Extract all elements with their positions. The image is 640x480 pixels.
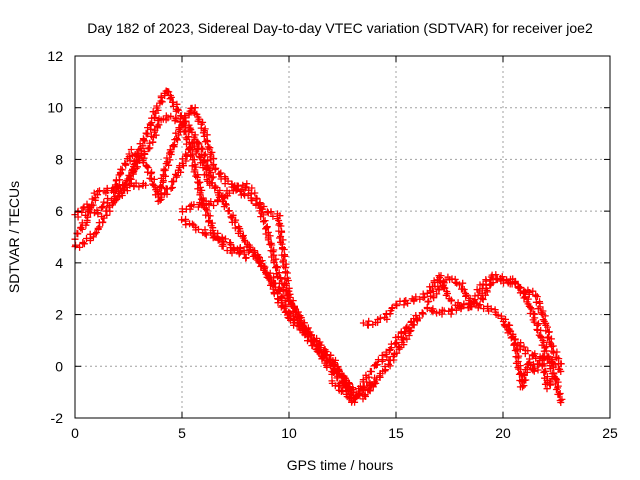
data-markers: [178, 180, 421, 403]
x-tick-label: 15: [388, 425, 404, 441]
x-tick-label: 5: [178, 425, 186, 441]
series-track-11: [503, 321, 559, 393]
series-track-7: [178, 215, 250, 262]
data-markers: [71, 112, 357, 396]
x-tick-label: 20: [495, 425, 511, 441]
data-points: [71, 87, 566, 406]
x-tick-label: 25: [602, 425, 618, 441]
series-track-10: [424, 273, 565, 368]
y-tick-label: 4: [55, 255, 63, 271]
chart-title: Day 182 of 2023, Sidereal Day-to-day VTE…: [87, 20, 593, 36]
data-markers: [178, 215, 250, 262]
plot-frame: [74, 55, 611, 419]
data-markers: [503, 321, 559, 393]
data-markers: [328, 299, 565, 406]
y-tick-label: 10: [47, 100, 63, 116]
y-tick-label: 12: [47, 48, 63, 64]
x-tick-label: 10: [281, 425, 297, 441]
y-tick-label: -2: [51, 410, 64, 426]
series-track-5: [154, 139, 214, 205]
y-tick-label: 2: [55, 307, 63, 323]
x-axis-label: GPS time / hours: [287, 457, 394, 473]
x-tick-label: 0: [71, 425, 79, 441]
series-track-6: [178, 180, 421, 403]
series-track-2: [71, 112, 357, 396]
data-markers: [154, 139, 214, 205]
y-tick-label: 8: [55, 151, 63, 167]
y-tick-label: 6: [55, 203, 63, 219]
y-tick-label: 0: [55, 358, 63, 374]
y-axis-label: SDTVAR / TECUs: [6, 181, 22, 293]
series-track-8: [328, 299, 565, 406]
data-markers: [424, 273, 565, 368]
axis-ticks: 0 5 10 15 20 25 -2 0 2 4 6 8 10 12: [47, 48, 618, 441]
